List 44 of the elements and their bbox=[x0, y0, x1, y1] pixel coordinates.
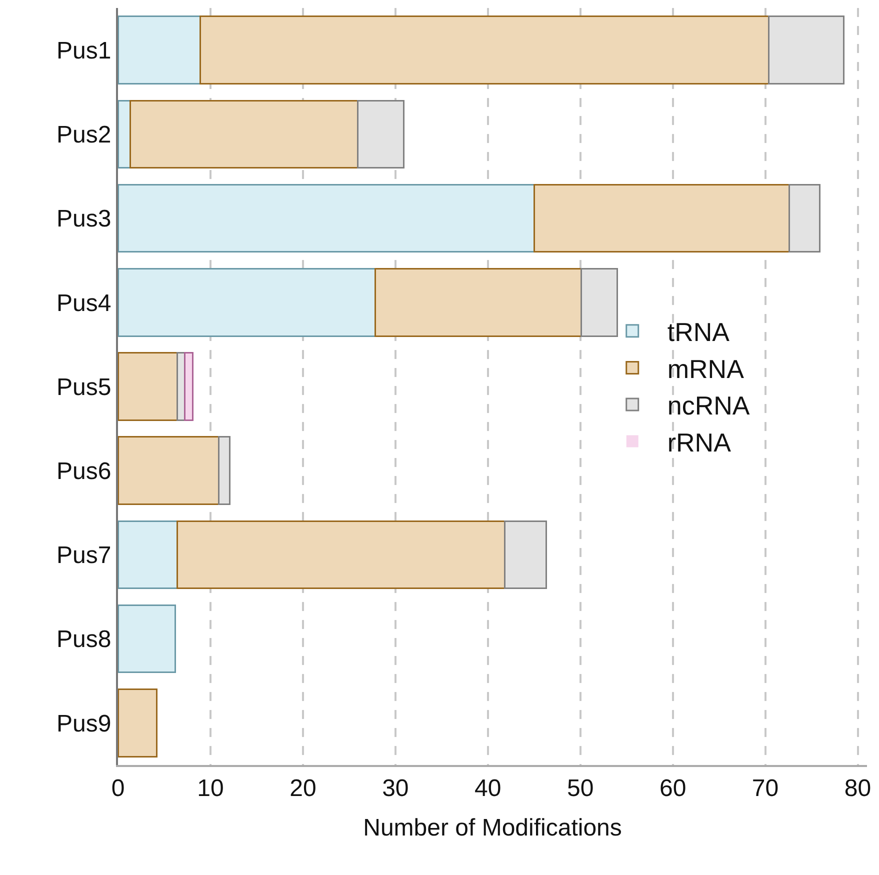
bar bbox=[580, 268, 618, 337]
y-tick-label: Pus8 bbox=[56, 626, 112, 654]
x-tick-label: 50 bbox=[567, 774, 594, 802]
bar bbox=[118, 352, 178, 421]
bar bbox=[118, 184, 535, 253]
legend-label: mRNA bbox=[667, 354, 745, 384]
bar bbox=[176, 520, 506, 590]
legend-label: rRNA bbox=[667, 427, 732, 458]
y-tick-label: Pus1 bbox=[56, 37, 112, 64]
y-tick-label: Pus2 bbox=[56, 122, 112, 149]
bar bbox=[118, 16, 202, 84]
bar bbox=[118, 520, 178, 590]
x-tick-label: 10 bbox=[197, 774, 224, 802]
x-tick-label: 80 bbox=[844, 774, 872, 802]
x-tick-label: 0 bbox=[111, 774, 125, 802]
bar bbox=[118, 268, 376, 337]
bar bbox=[356, 100, 404, 169]
bar bbox=[118, 688, 158, 758]
bar bbox=[218, 436, 231, 506]
x-tick-label: 60 bbox=[659, 774, 686, 802]
bar bbox=[504, 520, 547, 590]
bar bbox=[374, 268, 582, 337]
y-tick-label: Pus7 bbox=[56, 542, 112, 570]
bar bbox=[118, 100, 131, 169]
y-tick-label: Pus3 bbox=[56, 206, 112, 233]
bar bbox=[118, 604, 176, 674]
y-tick-label: Pus4 bbox=[56, 290, 112, 317]
x-tick-label: 30 bbox=[382, 774, 409, 802]
y-tick-label: Pus5 bbox=[56, 374, 112, 401]
x-tick-label: 40 bbox=[474, 774, 502, 802]
bar bbox=[118, 436, 220, 506]
bar bbox=[788, 184, 821, 253]
x-tick-label: 70 bbox=[752, 774, 779, 802]
x-axis-title: Number of Modifications bbox=[363, 814, 622, 842]
bar bbox=[184, 352, 194, 421]
bar bbox=[200, 16, 770, 84]
bar bbox=[129, 100, 358, 169]
legend-label: ncRNA bbox=[667, 390, 750, 421]
x-tick-label: 20 bbox=[290, 774, 316, 802]
bar bbox=[533, 184, 790, 253]
y-tick-label: Pus9 bbox=[56, 710, 112, 738]
legend-label: tRNA bbox=[667, 317, 730, 348]
y-tick-label: Pus6 bbox=[56, 458, 112, 486]
bar bbox=[768, 16, 845, 84]
